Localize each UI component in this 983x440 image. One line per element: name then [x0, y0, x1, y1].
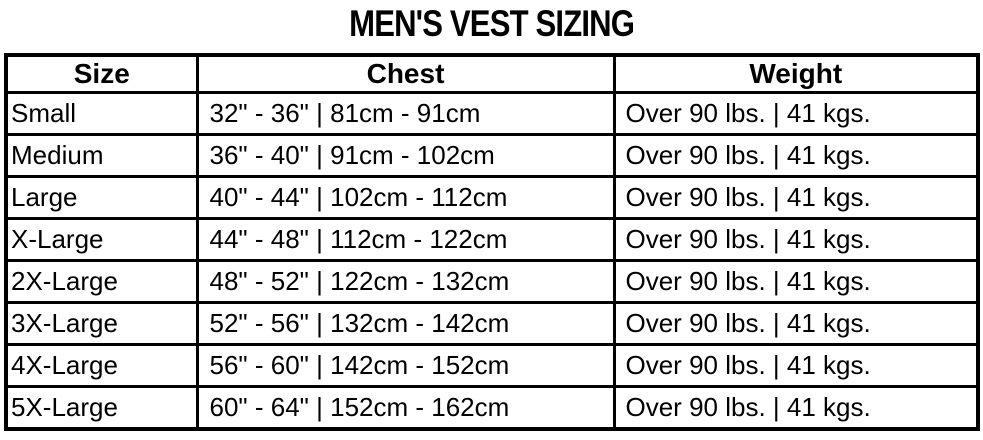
- chest-cell: 56" - 60" | 142cm - 152cm: [195, 343, 616, 388]
- chest-cell: 44" - 48" | 112cm - 122cm: [195, 217, 616, 262]
- size-cell: 2X-Large: [4, 259, 199, 304]
- weight-cell: Over 90 lbs. | 41 kgs.: [612, 385, 980, 431]
- size-cell: 5X-Large: [4, 385, 199, 431]
- size-cell: Medium: [4, 133, 199, 178]
- weight-cell: Over 90 lbs. | 41 kgs.: [612, 175, 980, 220]
- size-cell: Large: [4, 175, 199, 220]
- size-cell: 3X-Large: [4, 301, 199, 346]
- page-title: MEN'S VEST SIZING: [0, 4, 983, 46]
- weight-cell: Over 90 lbs. | 41 kgs.: [612, 301, 980, 346]
- size-cell: Small: [4, 91, 199, 136]
- column-header-weight: Weight: [612, 53, 980, 94]
- chest-cell: 32" - 36" | 81cm - 91cm: [195, 91, 616, 136]
- chest-cell: 40" - 44" | 102cm - 112cm: [195, 175, 616, 220]
- column-header-size: Size: [4, 53, 199, 94]
- weight-cell: Over 90 lbs. | 41 kgs.: [612, 91, 980, 136]
- weight-cell: Over 90 lbs. | 41 kgs.: [612, 217, 980, 262]
- chest-cell: 52" - 56" | 132cm - 142cm: [195, 301, 616, 346]
- chest-cell: 60" - 64" | 152cm - 162cm: [195, 385, 616, 431]
- table-row: Small 32" - 36" | 81cm - 91cm Over 90 lb…: [4, 91, 980, 136]
- weight-cell: Over 90 lbs. | 41 kgs.: [612, 133, 980, 178]
- chest-cell: 48" - 52" | 122cm - 132cm: [195, 259, 616, 304]
- weight-cell: Over 90 lbs. | 41 kgs.: [612, 343, 980, 388]
- table-row: Large 40" - 44" | 102cm - 112cm Over 90 …: [4, 175, 980, 220]
- table-row: 4X-Large 56" - 60" | 142cm - 152cm Over …: [4, 343, 980, 388]
- table-row: 3X-Large 52" - 56" | 132cm - 142cm Over …: [4, 301, 980, 346]
- page: MEN'S VEST SIZING Size Chest Weight Smal…: [0, 4, 983, 440]
- table-row: 5X-Large 60" - 64" | 152cm - 162cm Over …: [4, 385, 980, 431]
- chest-cell: 36" - 40" | 91cm - 102cm: [195, 133, 616, 178]
- page-title-text: MEN'S VEST SIZING: [349, 3, 635, 44]
- table-row: 2X-Large 48" - 52" | 122cm - 132cm Over …: [4, 259, 980, 304]
- weight-cell: Over 90 lbs. | 41 kgs.: [612, 259, 980, 304]
- sizing-table: Size Chest Weight Small 32" - 36" | 81cm…: [4, 53, 980, 431]
- size-cell: 4X-Large: [4, 343, 199, 388]
- table-row: X-Large 44" - 48" | 112cm - 122cm Over 9…: [4, 217, 980, 262]
- size-cell: X-Large: [4, 217, 199, 262]
- table-row: Medium 36" - 40" | 91cm - 102cm Over 90 …: [4, 133, 980, 178]
- header-row: Size Chest Weight: [4, 53, 980, 94]
- column-header-chest: Chest: [195, 53, 616, 94]
